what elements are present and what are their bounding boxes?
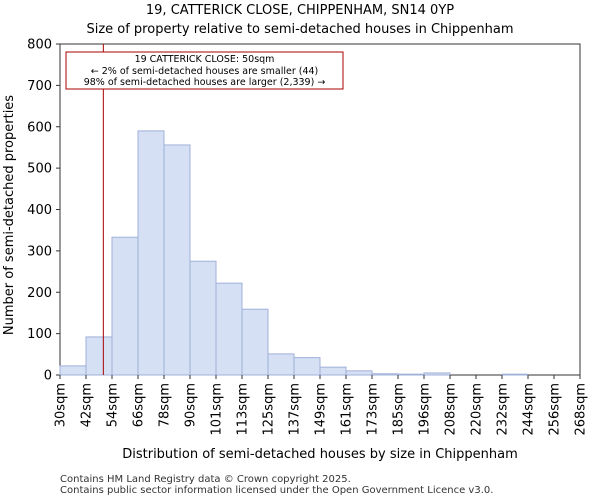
bar	[189, 260, 217, 376]
bar	[293, 357, 321, 376]
x-tick-label: 66sqm	[132, 383, 147, 427]
bar	[267, 353, 295, 376]
footer-licence: Contains public sector information licen…	[60, 485, 494, 496]
bar	[501, 373, 529, 376]
property-annotation: 19 CATTERICK CLOSE: 50sqm ← 2% of semi-d…	[65, 51, 344, 90]
x-axis: 30sqm 42sqm 54sqm 66sqm 78sqm 90sqm 101sqm 113s…	[54, 375, 589, 436]
annotation-line-3: 98% of semi-detached houses are larger (…	[84, 77, 326, 88]
x-tick-label: 42sqm	[80, 383, 95, 427]
y-tick-label: 600	[27, 120, 52, 135]
y-axis: 0 100 200 300 400 500 600 700 800	[27, 38, 60, 384]
x-tick-label: 137sqm	[288, 383, 303, 436]
x-tick-label: 256sqm	[548, 383, 563, 436]
annotation-line-1: 19 CATTERICK CLOSE: 50sqm	[135, 54, 275, 65]
x-tick-label: 101sqm	[210, 383, 225, 436]
x-tick-label: 232sqm	[496, 383, 511, 436]
bar	[85, 336, 113, 376]
x-tick-label: 149sqm	[314, 383, 329, 436]
bar	[137, 130, 165, 376]
x-tick-label: 185sqm	[392, 383, 407, 436]
bar	[397, 373, 425, 376]
bar	[423, 372, 451, 376]
x-tick-label: 54sqm	[106, 383, 121, 427]
y-tick-label: 0	[44, 369, 52, 384]
y-axis-title: Number of semi-detached properties	[2, 95, 17, 335]
annotation-line-2: ← 2% of semi-detached houses are smaller…	[91, 66, 319, 77]
x-tick-label: 244sqm	[522, 383, 537, 436]
y-tick-label: 700	[27, 79, 52, 94]
x-tick-label: 30sqm	[54, 383, 69, 427]
bar	[215, 282, 243, 376]
y-tick-label: 800	[27, 38, 52, 53]
bars	[59, 130, 529, 376]
chart-title: 19, CATTERICK CLOSE, CHIPPENHAM, SN14 0Y…	[146, 3, 454, 18]
x-tick-label: 161sqm	[340, 383, 355, 436]
footer-copyright: Contains HM Land Registry data © Crown c…	[60, 474, 351, 485]
y-tick-label: 500	[27, 162, 52, 177]
bar	[345, 370, 373, 376]
x-tick-label: 208sqm	[444, 383, 459, 436]
bar	[319, 366, 347, 376]
chart-subtitle: Size of property relative to semi-detach…	[86, 22, 513, 37]
y-tick-label: 100	[27, 327, 52, 342]
x-tick-label: 125sqm	[262, 383, 277, 436]
x-tick-label: 268sqm	[574, 383, 589, 436]
bar	[59, 365, 87, 376]
y-tick-label: 400	[27, 203, 52, 218]
x-tick-label: 196sqm	[418, 383, 433, 436]
y-tick-label: 300	[27, 244, 52, 259]
x-tick-label: 90sqm	[184, 383, 199, 427]
bar	[111, 236, 139, 376]
bar	[163, 144, 191, 376]
bar	[371, 373, 399, 376]
annotation-box	[65, 51, 344, 90]
x-tick-label: 113sqm	[236, 383, 251, 436]
x-tick-label: 78sqm	[158, 383, 173, 427]
x-tick-label: 220sqm	[470, 383, 485, 436]
x-axis-title: Distribution of semi-detached houses by …	[122, 447, 518, 462]
y-tick-label: 200	[27, 286, 52, 301]
bar	[241, 308, 269, 376]
x-tick-label: 173sqm	[366, 383, 381, 436]
